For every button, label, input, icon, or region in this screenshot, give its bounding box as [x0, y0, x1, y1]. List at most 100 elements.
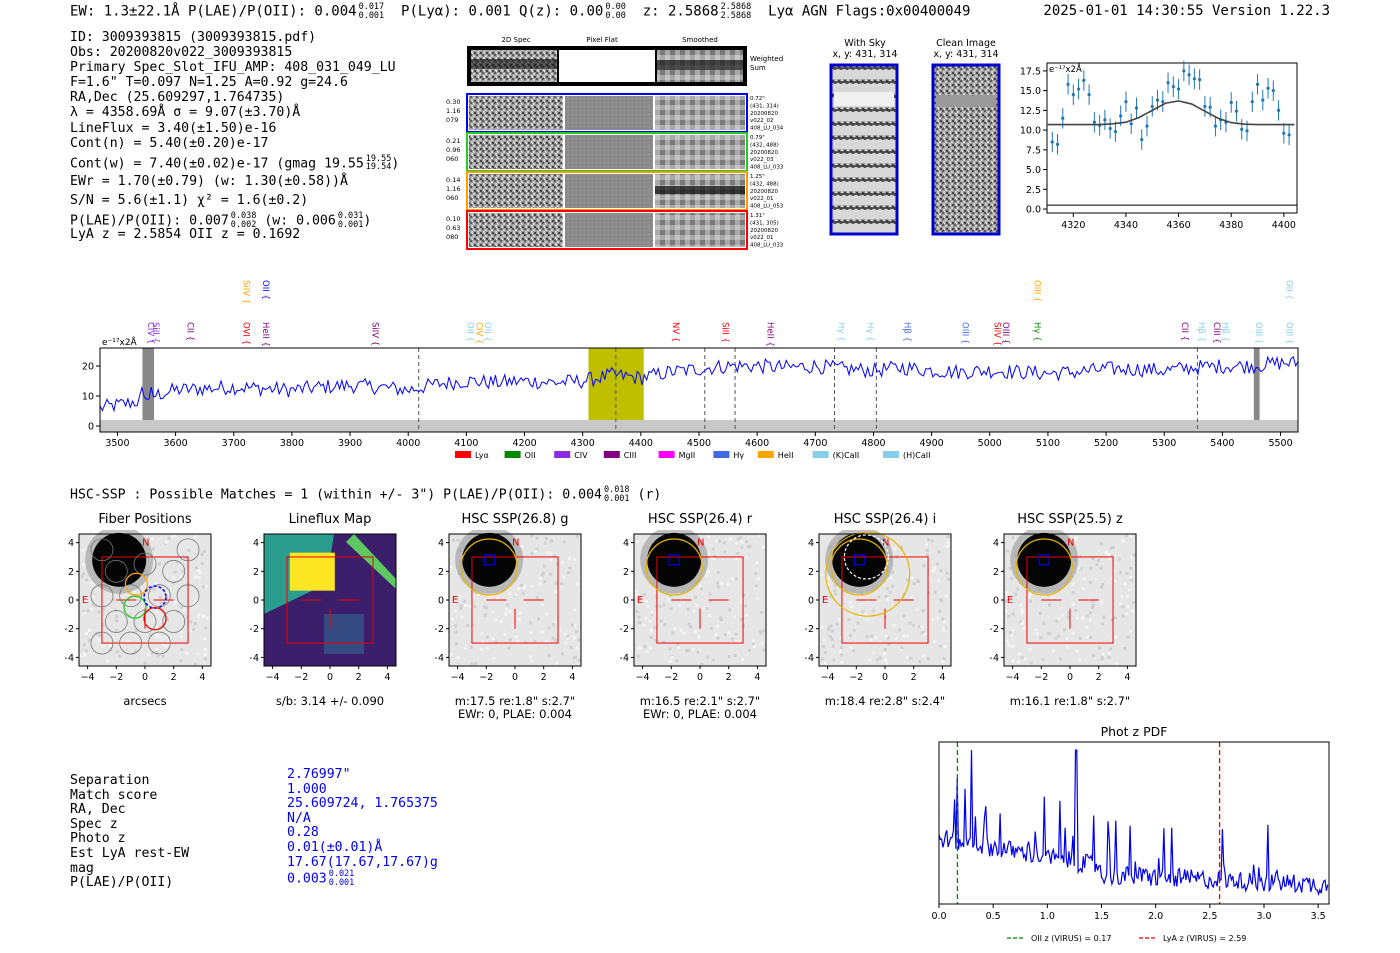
cutout-noise-pixel	[643, 645, 647, 649]
cutout-noise-pixel	[840, 660, 844, 664]
cutout-noise-pixel	[189, 629, 193, 633]
cutout-xtick-label: 4	[384, 672, 390, 683]
east-marker: E	[82, 595, 88, 606]
cutout-noise-pixel	[1087, 597, 1091, 601]
spec2d-row-stat: 060	[446, 194, 458, 202]
cutout-xtick-label: 0	[327, 672, 333, 683]
cutout-noise-pixel	[668, 660, 672, 664]
cutout-noise-pixel	[828, 594, 832, 598]
emission-line-label: CIV {	[145, 322, 155, 344]
cutout-noise-pixel	[677, 603, 681, 607]
cutout-noise-pixel	[1120, 595, 1124, 599]
zoom-data-point	[1103, 118, 1107, 122]
cutout-noise-pixel	[686, 648, 690, 652]
cutout-noise-pixel	[885, 587, 889, 591]
value-match-score: 1.000	[287, 781, 327, 797]
cutout-noise-pixel	[84, 649, 88, 653]
cutout-noise-pixel	[942, 657, 946, 661]
cutout-noise-pixel	[645, 650, 649, 654]
cutout-noise-pixel	[889, 576, 893, 580]
cutout-noise-pixel	[909, 656, 913, 660]
cutout-noise-pixel	[554, 590, 558, 594]
cutout-noise-pixel	[187, 627, 191, 631]
cutout-xtick-label: −4	[1006, 672, 1020, 683]
cutout-noise-pixel	[575, 646, 579, 650]
cutout-noise-pixel	[926, 657, 930, 661]
cutout-noise-pixel	[905, 554, 909, 558]
spec2d-row-stat: 0.10	[446, 215, 460, 223]
cutout-noise-pixel	[449, 652, 453, 656]
cutout-noise-pixel	[832, 658, 836, 662]
cutout-noise-pixel	[689, 625, 693, 629]
aperture-box	[286, 556, 374, 644]
cutout-noise-pixel	[691, 648, 695, 652]
full-xtick-label: 5300	[1152, 438, 1176, 449]
cutout-noise-pixel	[549, 558, 553, 562]
zoom-ytick-label: 10.0	[1020, 126, 1041, 137]
cutout-noise-pixel	[885, 662, 889, 666]
cutout-noise-pixel	[734, 541, 738, 545]
cutout-noise-pixel	[507, 646, 511, 650]
cutout-noise-pixel	[535, 548, 539, 552]
cutout-noise-pixel	[930, 539, 934, 543]
cutout-noise-pixel	[1131, 609, 1135, 613]
cutout-noise-pixel	[852, 649, 856, 653]
full-xtick-label: 5500	[1268, 438, 1292, 449]
cutout-noise-pixel	[205, 584, 209, 588]
cutout-noise-pixel	[861, 610, 865, 614]
cutout-noise-pixel	[496, 596, 500, 600]
zoom-xtick-label: 4380	[1219, 220, 1243, 231]
cutout-noise-pixel	[916, 578, 920, 582]
cutout-noise-pixel	[742, 593, 746, 597]
cutout-noise-pixel	[1091, 599, 1095, 603]
legend-label: OII	[525, 451, 536, 460]
cutout-noise-pixel	[1085, 635, 1089, 639]
info-line-radec: RA,Dec (25.609297,1.764735)	[70, 90, 285, 106]
value-radec: 25.609724, 1.765375	[287, 796, 438, 812]
cutout-noise-pixel	[1056, 597, 1060, 601]
cutout-noise-pixel	[1042, 621, 1046, 625]
cutout-noise-pixel	[636, 654, 640, 658]
cutout-noise-pixel	[938, 609, 942, 613]
cutout-noise-pixel	[1125, 534, 1129, 538]
cutout-noise-pixel	[114, 628, 118, 632]
emission-line-label: CIII {	[1211, 322, 1221, 344]
cutout-noise-pixel	[573, 608, 577, 612]
cutout-noise-pixel	[1121, 539, 1125, 543]
cutout-noise-pixel	[884, 634, 888, 638]
cutout-noise-pixel	[651, 612, 655, 616]
cutout-noise-pixel	[102, 607, 106, 611]
info-line-slot: Primary Spec_Slot_IFU_AMP: 408_031_049_L…	[70, 60, 396, 76]
cutout-noise-pixel	[875, 658, 879, 662]
cutout-noise-pixel	[522, 586, 526, 590]
cutout-noise-pixel	[164, 644, 168, 648]
cutout-noise-pixel	[759, 631, 763, 635]
spec2d-row-meta: 0.79"	[750, 135, 765, 141]
cutout-noise-pixel	[528, 655, 532, 659]
cutout-noise-pixel	[540, 573, 544, 577]
cutout-noise-pixel	[730, 637, 734, 641]
full-xtick-label: 3900	[338, 438, 362, 449]
cutout-noise-pixel	[921, 609, 925, 613]
cutout-noise-pixel	[86, 609, 90, 613]
cutout-ytick-label: 0	[993, 596, 999, 607]
full-xtick-label: 3600	[164, 438, 188, 449]
cutout-noise-pixel	[714, 539, 718, 543]
zoom-data-point	[1198, 77, 1202, 82]
spec2d-row-flat	[565, 135, 653, 169]
emission-line-label: SiII {	[719, 322, 729, 343]
cutout-noise-pixel	[1113, 616, 1117, 620]
cutout-noise-pixel	[127, 618, 131, 622]
cutout-noise-pixel	[900, 545, 904, 549]
cutout-xtick-label: 4	[939, 672, 945, 683]
cutout-noise-pixel	[744, 540, 748, 544]
emission-line-label: Hγ {	[865, 322, 875, 342]
cutout-noise-pixel	[1059, 657, 1063, 661]
full-ytick-label: 10	[82, 392, 94, 403]
cutout-noise-pixel	[650, 610, 654, 614]
cutout-noise-pixel	[716, 570, 720, 574]
legend-label: (K)CaII	[833, 451, 860, 460]
cutout-noise-pixel	[637, 620, 641, 624]
legend-swatch	[757, 451, 774, 458]
fiber-circle	[104, 559, 128, 583]
